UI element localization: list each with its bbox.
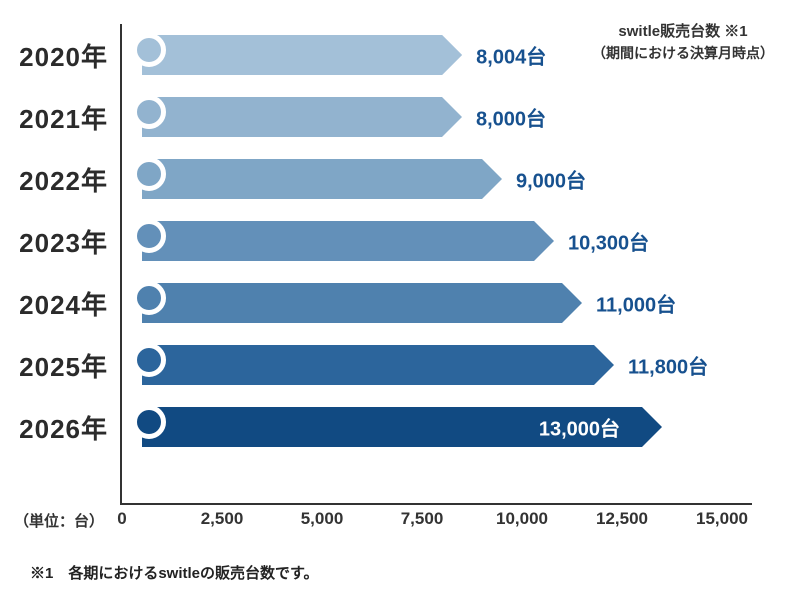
value-label: 8,004台	[476, 46, 547, 69]
x-tick-label: 15,000	[696, 509, 748, 528]
sales-bar	[142, 97, 462, 137]
year-label: 2021年	[19, 103, 108, 134]
chart-note-subtitle: （期間における決算月時点）	[592, 45, 774, 61]
bar-row: 2026年 13,000台	[8, 396, 770, 458]
x-tick-label: 10,000	[496, 509, 548, 528]
chart-note: switle販売台数 ※1 （期間における決算月時点）	[592, 20, 774, 63]
x-axis-line	[120, 503, 752, 505]
bar-start-circle	[132, 33, 166, 67]
sales-bar	[142, 407, 662, 447]
bar-track: 11,800台	[120, 334, 770, 396]
x-tick-label: 0	[117, 509, 127, 528]
year-label: 2020年	[19, 41, 108, 72]
value-label: 13,000台	[538, 418, 620, 441]
bar-track: 8,000台	[120, 86, 770, 148]
bar-track: 13,000台	[120, 396, 770, 458]
chart-note-title: switle販売台数 ※1	[618, 23, 748, 40]
bar-row: 2020年 8,004台	[8, 24, 770, 86]
year-label: 2022年	[19, 165, 108, 196]
bar-track: 11,000台	[120, 272, 770, 334]
year-label: 2026年	[19, 413, 108, 444]
x-tick-label: 5,000	[300, 509, 344, 528]
bar-row: 2025年 11,800台	[8, 334, 770, 396]
bar-start-circle	[132, 281, 166, 315]
value-label: 9,000台	[516, 170, 587, 193]
bar-row: 2023年 10,300台	[8, 210, 770, 272]
sales-bar	[142, 283, 582, 323]
sales-bar	[142, 345, 614, 385]
bar-start-circle	[132, 157, 166, 191]
bar-track: 10,300台	[120, 210, 770, 272]
value-label: 11,800台	[628, 356, 709, 379]
unit-label: （単位：台）	[14, 513, 105, 530]
value-label: 8,000台	[476, 108, 547, 131]
bar-start-circle	[132, 343, 166, 377]
y-axis-line	[120, 24, 122, 505]
year-label: 2024年	[19, 289, 108, 320]
footnote: ※1 各期におけるswitleの販売台数です。	[30, 565, 319, 582]
bar-track: 9,000台	[120, 148, 770, 210]
year-label: 2023年	[19, 227, 108, 258]
bar-row: 2024年 11,000台	[8, 272, 770, 334]
sales-bar	[142, 159, 502, 199]
x-axis-labels: 0 2,500 5,000 7,500 10,000 12,500 15,000	[117, 509, 748, 535]
x-tick-label: 2,500	[200, 509, 244, 528]
bar-start-circle	[132, 405, 166, 439]
bar-start-circle	[132, 219, 166, 253]
bar-start-circle	[132, 95, 166, 129]
value-label: 10,300台	[568, 232, 650, 255]
year-label: 2025年	[19, 351, 108, 382]
bar-row: 2022年 9,000台	[8, 148, 770, 210]
value-label: 11,000台	[596, 294, 677, 317]
x-tick-label: 12,500	[596, 509, 648, 528]
sales-bar	[142, 221, 554, 261]
bar-rows-container: 2020年 8,004台 2021年 8,000台 2022年 9,000台 2023年 10…	[8, 24, 770, 458]
x-tick-label: 7,500	[400, 509, 444, 528]
sales-bar	[142, 35, 462, 75]
bar-track: 8,004台	[120, 24, 770, 86]
bar-row: 2021年 8,000台	[8, 86, 770, 148]
